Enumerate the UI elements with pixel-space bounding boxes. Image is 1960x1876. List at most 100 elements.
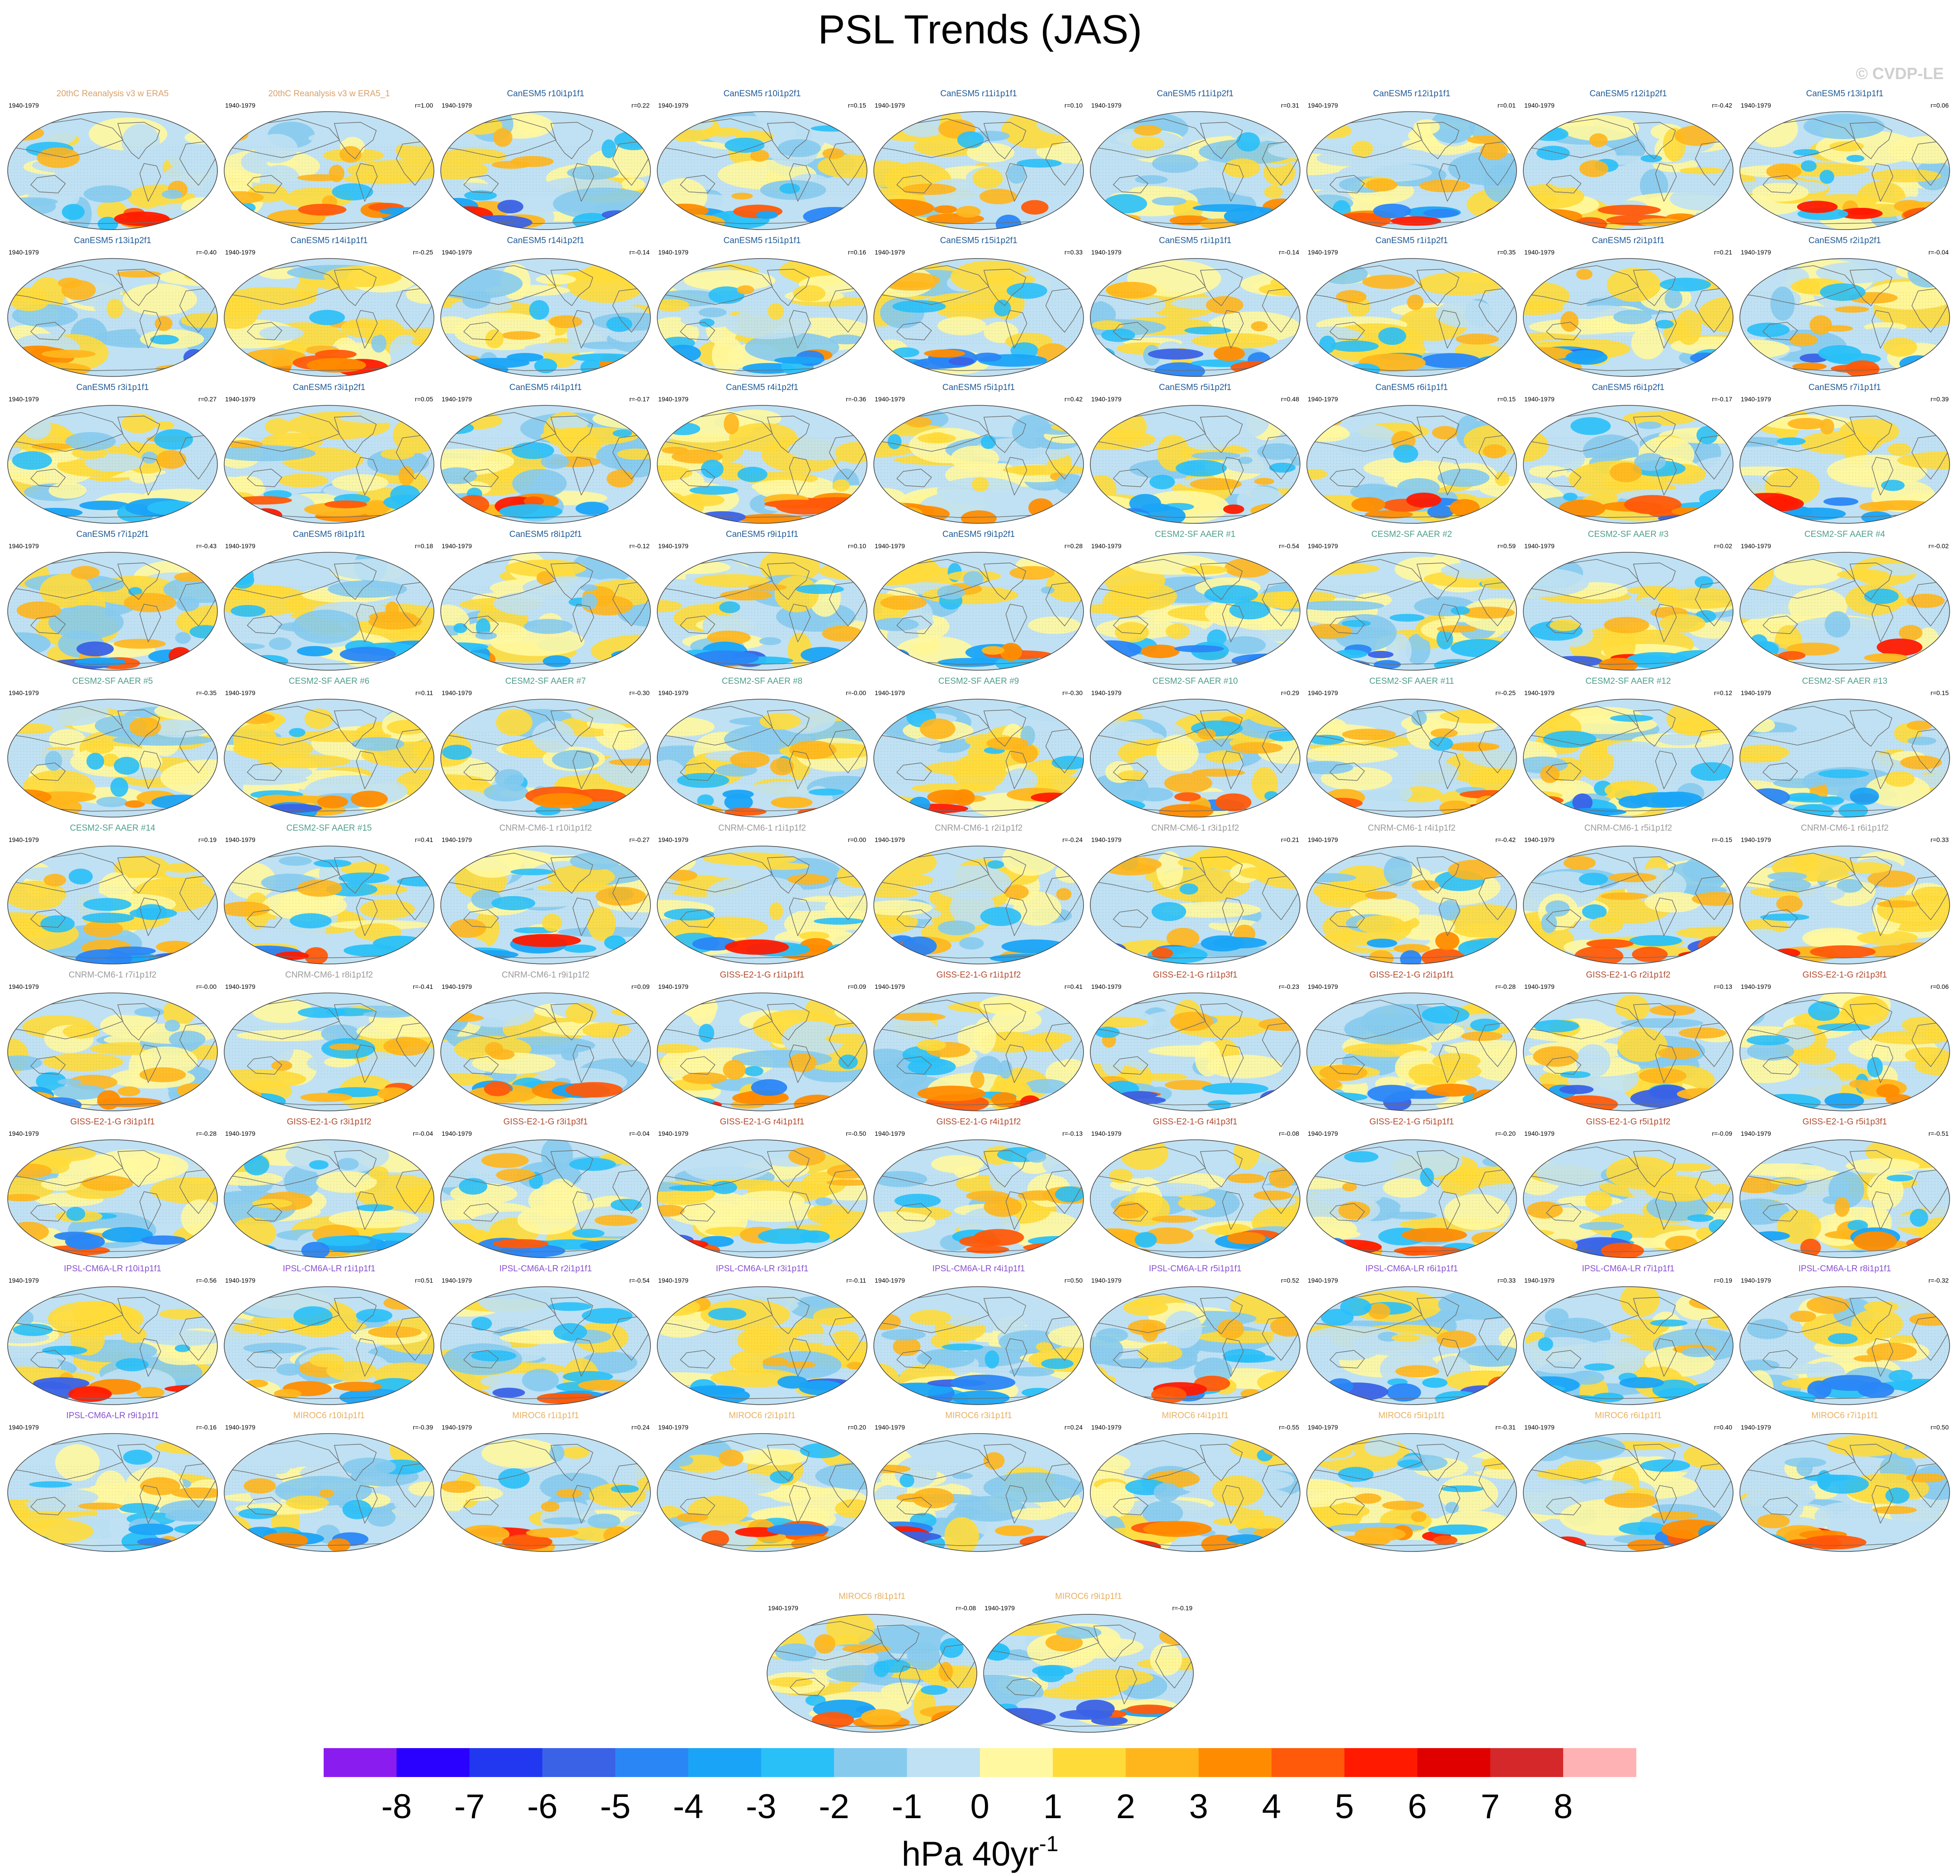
panel-period: 1940-1979 <box>225 542 255 550</box>
trend-field <box>1090 112 1300 230</box>
map-border <box>1306 552 1517 671</box>
panel-correlation: r=0.06 <box>1931 102 1949 109</box>
coastline <box>1871 163 1894 202</box>
panel-title: GISS-E2-1-G r3i1p3f1 <box>504 1117 588 1127</box>
trend-field <box>1090 699 1300 817</box>
coastline <box>1655 457 1677 496</box>
coastline <box>1222 604 1244 643</box>
panel-period: 1940-1979 <box>875 1424 905 1431</box>
coastline <box>659 265 773 305</box>
coastline <box>1200 709 1243 747</box>
panel-title: CNRM-CM6-1 r8i1p1f2 <box>285 970 373 980</box>
map-panel: IPSL-CM6A-LR r3i1p1f1 1940-1979 r=-0.11 <box>657 1264 867 1405</box>
coastline <box>55 368 170 371</box>
coastline <box>488 662 603 665</box>
coastline <box>463 1350 499 1368</box>
coastline <box>704 368 820 371</box>
panel-correlation: r=0.50 <box>1065 1277 1083 1284</box>
coastline <box>983 1003 1027 1041</box>
map-panel: CNRM-CM6-1 r5i1p1f2 1940-1979 r=-0.15 <box>1523 823 1734 964</box>
coastline <box>680 1350 716 1368</box>
trend-field <box>441 112 650 230</box>
map-border <box>7 1139 218 1258</box>
map-border <box>1523 992 1734 1111</box>
panel-period: 1940-1979 <box>1524 542 1555 550</box>
trend-field <box>224 699 434 817</box>
panel-title: CanESM5 r2i1p1f1 <box>1592 236 1665 245</box>
coastline <box>1633 562 1676 600</box>
coastline <box>334 122 377 160</box>
coastline <box>463 469 499 487</box>
panel-period: 1940-1979 <box>9 542 39 550</box>
coastline <box>1005 1191 1027 1230</box>
coastline <box>1849 1297 1893 1335</box>
panel-period: 1940-1979 <box>1091 689 1121 696</box>
trend-field <box>657 259 867 376</box>
coastline <box>1762 1056 1798 1075</box>
coastline <box>139 1485 161 1524</box>
coastline <box>1741 1293 1856 1333</box>
panel-title: CanESM5 r7i1p2f1 <box>76 530 149 539</box>
coastline <box>226 1147 340 1186</box>
coastline <box>442 853 556 893</box>
map-border <box>657 1139 867 1258</box>
coastline <box>896 469 932 487</box>
panel-period: 1940-1979 <box>1091 395 1121 403</box>
panel-period: 1940-1979 <box>1741 1277 1771 1284</box>
trend-field <box>441 846 650 964</box>
coastline <box>271 1396 387 1399</box>
coastline <box>921 662 1037 665</box>
panel-period: 1940-1979 <box>442 1424 472 1431</box>
map-panel: CNRM-CM6-1 r10i1p1f2 1940-1979 r=-0.27 <box>440 823 651 964</box>
coastline <box>1525 265 1639 305</box>
panel-period: 1940-1979 <box>1308 1277 1338 1284</box>
panel-title: CanESM5 r6i1p1f1 <box>1376 383 1448 392</box>
trend-field <box>984 1614 1193 1732</box>
panel-period: 1940-1979 <box>875 1130 905 1137</box>
trend-field <box>1523 1140 1733 1258</box>
map-border <box>657 111 867 230</box>
panel-period: 1940-1979 <box>9 249 39 256</box>
copyright-text: © CVDP-LE <box>1856 64 1944 83</box>
map-panel: CNRM-CM6-1 r7i1p1f2 1940-1979 r=-0.00 <box>7 970 218 1111</box>
coastline <box>271 1102 387 1105</box>
panel-title: 20thC Reanalysis v3 w ERA5 <box>57 89 169 99</box>
coastline <box>1137 368 1253 371</box>
panel-title: CESM2-SF AAER #3 <box>1588 530 1668 539</box>
trend-field <box>874 993 1084 1111</box>
coastline <box>1354 221 1470 224</box>
panel-title: GISS-E2-1-G r5i1p3f1 <box>1803 1117 1887 1127</box>
map-panel: CanESM5 r12i1p1f1 1940-1979 r=0.01 <box>1306 89 1517 230</box>
coastline <box>1787 515 1903 518</box>
coastline <box>983 268 1027 306</box>
coastline <box>1849 268 1893 306</box>
coastline <box>271 809 387 812</box>
map-panel: CNRM-CM6-1 r4i1p1f2 1940-1979 r=-0.42 <box>1306 823 1517 964</box>
coastline <box>896 1203 932 1222</box>
colorbar-swatch <box>1344 1748 1418 1777</box>
coastline <box>463 322 499 340</box>
panel-period: 1940-1979 <box>1308 102 1338 109</box>
colorbar-swatch <box>1198 1748 1272 1777</box>
coastline <box>659 1147 773 1186</box>
colorbar-tick-label: -3 <box>746 1787 777 1826</box>
coastline <box>983 1150 1027 1188</box>
trend-field <box>1307 699 1517 817</box>
map-border <box>7 552 218 671</box>
panel-correlation: r=0.21 <box>1714 249 1732 256</box>
coastline <box>767 415 810 453</box>
coastline <box>442 265 556 305</box>
coastline <box>896 616 932 634</box>
coastline <box>659 853 773 893</box>
panel-title: GISS-E2-1-G r2i1p1f2 <box>1586 970 1671 980</box>
map-panel: IPSL-CM6A-LR r7i1p1f1 1940-1979 r=0.19 <box>1523 1264 1734 1405</box>
coastline <box>442 118 556 158</box>
map-border <box>1523 846 1734 964</box>
trend-field <box>224 1434 434 1552</box>
panel-period: 1940-1979 <box>1741 102 1771 109</box>
coastline <box>572 163 594 202</box>
map-border <box>440 1286 651 1405</box>
panel-correlation: r=0.19 <box>1714 1277 1732 1284</box>
coastline <box>1092 1440 1206 1480</box>
panel-period: 1940-1979 <box>442 836 472 843</box>
